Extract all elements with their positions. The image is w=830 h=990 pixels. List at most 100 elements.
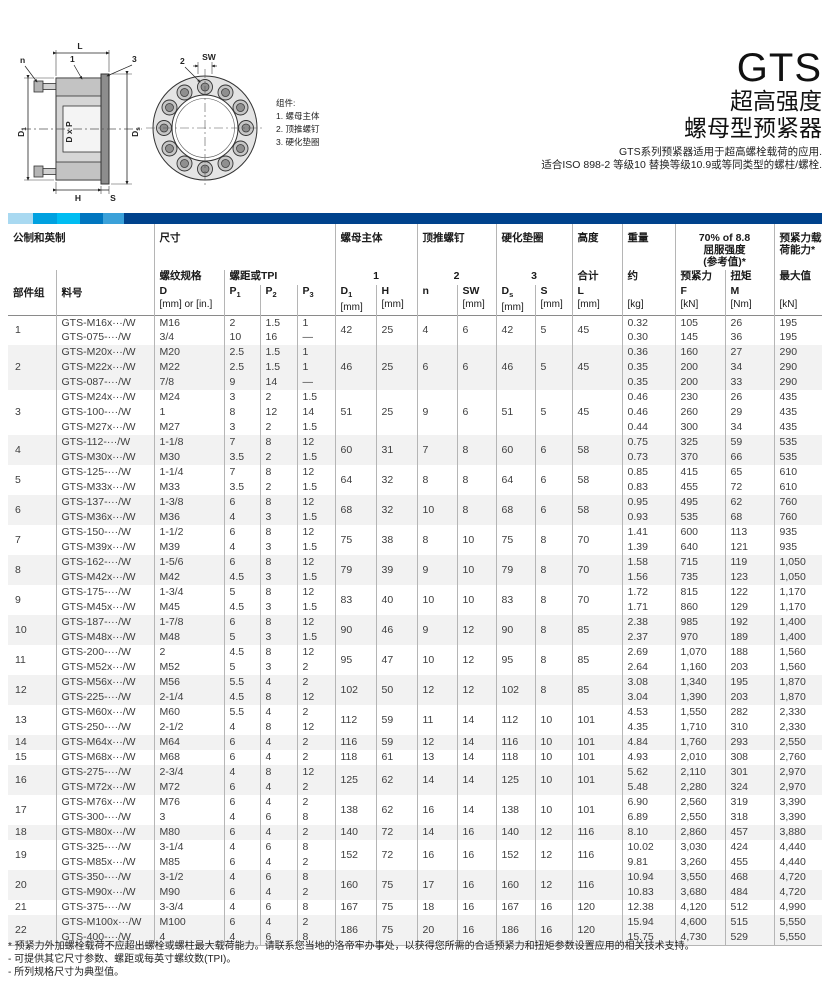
- cell-h: 38: [375, 525, 417, 555]
- cell-p2: 14: [259, 375, 297, 390]
- cell-s: 5: [534, 315, 572, 345]
- table-row: 4 GTS-112-···/W 1-1/8 7 8 12 60 31 7 8 60 6 58 0.75 32…: [8, 435, 823, 465]
- cell-part-group: 4: [8, 435, 56, 465]
- cell-s: 10: [534, 765, 572, 795]
- cell-preload-f: 495: [674, 495, 725, 510]
- cell-weight: 0.83: [621, 480, 675, 495]
- cell-thread-size: M36: [153, 510, 224, 525]
- cell-p2: 3: [259, 600, 297, 615]
- cell-max-capacity: 2,970: [773, 780, 823, 795]
- cell-s: 5: [534, 390, 572, 435]
- cell-p3: 12: [296, 555, 335, 570]
- cell-torque-m: 203: [724, 660, 775, 675]
- cell-torque-m: 318: [724, 810, 775, 825]
- cell-p3: 1.5: [296, 480, 335, 495]
- table-row: GTS-M39x···/W M39 4 3 1.5 1.39 640 121 935: [8, 540, 823, 555]
- cell-part-number: GTS-400-···/W: [55, 930, 154, 945]
- cell-l: 58: [571, 465, 622, 495]
- cell-p2: 16: [259, 330, 297, 345]
- table-row: 14 GTS-M64x···/W M64 6 4 2 116 59 12 14 116 10 101 4.…: [8, 735, 823, 750]
- table-row: 20 GTS-350-···/W 3-1/2 4 6 8 160 75 17 16 160 12 116…: [8, 870, 823, 900]
- cell-p3: 2: [296, 885, 335, 900]
- cell-weight: 10.83: [621, 885, 675, 900]
- cell-sw: 12: [456, 675, 496, 705]
- cell-d1: 51: [334, 390, 376, 435]
- cell-max-capacity: 290: [773, 375, 823, 390]
- cell-s: 8: [534, 555, 572, 585]
- cell-part-number: GTS-M52x···/W: [55, 660, 154, 675]
- cell-weight: 9.81: [621, 855, 675, 870]
- cell-l: 45: [571, 345, 622, 390]
- cell-thread-size: 2-1/4: [153, 690, 224, 705]
- cell-preload-f: 735: [674, 570, 725, 585]
- cell-thread-size: M48: [153, 630, 224, 645]
- dim-DxP-label: D x P: [64, 121, 74, 143]
- cell-h: 47: [375, 645, 417, 675]
- cell-p2: 2: [259, 420, 297, 435]
- cell-weight: 1.41: [621, 525, 675, 540]
- cell-weight: 0.46: [621, 390, 675, 405]
- cell-thread-size: 2: [153, 645, 224, 660]
- cell-max-capacity: 2,970: [773, 765, 823, 780]
- cell-p2: 8: [259, 720, 297, 735]
- cell-s: 6: [534, 465, 572, 495]
- cell-s: 8: [534, 615, 572, 645]
- cell-sw: 10: [456, 585, 496, 615]
- cell-torque-m: 66: [724, 450, 775, 465]
- cell-p1: 6: [223, 885, 260, 900]
- cell-max-capacity: 1,870: [773, 690, 823, 705]
- cell-ds: 167: [495, 900, 535, 915]
- cell-part-number: GTS-M68x···/W: [55, 750, 154, 765]
- cell-d1: 46: [334, 345, 376, 390]
- cell-p3: —: [296, 330, 335, 345]
- accent-color-band: [8, 213, 822, 224]
- cell-p3: 12: [296, 765, 335, 780]
- cell-thread-size: 2-3/4: [153, 765, 224, 780]
- cell-p3: 12: [296, 525, 335, 540]
- cell-preload-f: 860: [674, 600, 725, 615]
- table-row: GTS-100-···/W 1 8 12 14 0.46 260 29 435: [8, 405, 823, 420]
- cell-p3: 8: [296, 840, 335, 855]
- table-row: 5 GTS-125-···/W 1-1/4 7 8 12 64 32 8 8 64 6 58 0.85 41…: [8, 465, 823, 495]
- header-part-group: 部件组: [13, 286, 45, 299]
- table-row: GTS-M45x···/W M45 4.5 3 1.5 1.71 860 129 1,170: [8, 600, 823, 615]
- cell-p3: 1.5: [296, 540, 335, 555]
- cell-max-capacity: 5,550: [773, 930, 823, 945]
- cell-preload-f: 230: [674, 390, 725, 405]
- cell-weight: 0.36: [621, 345, 675, 360]
- cell-h: 59: [375, 705, 417, 735]
- cell-weight: 3.04: [621, 690, 675, 705]
- band-segment: [57, 213, 80, 224]
- cell-part-number: GTS-M64x···/W: [55, 735, 154, 750]
- dim-S-label: S: [110, 193, 116, 202]
- cell-sw: 8: [456, 465, 496, 495]
- cell-part-number: GTS-275-···/W: [55, 765, 154, 780]
- cell-weight: 4.93: [621, 750, 675, 765]
- product-description: GTS系列预紧器适用于超高螺栓载荷的应用. 适合ISO 898-2 等级10 替…: [502, 146, 822, 172]
- cell-sw: 8: [456, 435, 496, 465]
- cell-s: 12: [534, 870, 572, 900]
- table-row: 12 GTS-M56x···/W M56 5.5 4 2 102 50 12 12 102 8 85 3.…: [8, 675, 823, 705]
- cell-part-number: GTS-375-···/W: [55, 900, 154, 915]
- cell-p1: 5: [223, 660, 260, 675]
- cell-p3: 1.5: [296, 600, 335, 615]
- cell-part-number: GTS-M16x···/W: [55, 315, 154, 330]
- cell-max-capacity: 290: [773, 345, 823, 360]
- cell-l: 116: [571, 825, 622, 840]
- cell-max-capacity: 1,560: [773, 645, 823, 660]
- cell-n: 6: [416, 345, 457, 390]
- cell-torque-m: 203: [724, 690, 775, 705]
- cell-torque-m: 515: [724, 915, 775, 930]
- cell-l: 101: [571, 795, 622, 825]
- cell-ds: 64: [495, 465, 535, 495]
- cell-n: 4: [416, 315, 457, 345]
- cell-part-number: GTS-M85x···/W: [55, 855, 154, 870]
- cell-d1: 90: [334, 615, 376, 645]
- cell-weight: 2.37: [621, 630, 675, 645]
- cell-torque-m: 34: [724, 420, 775, 435]
- cell-thread-size: 1-1/8: [153, 435, 224, 450]
- cell-l: 101: [571, 750, 622, 765]
- cell-part-number: GTS-125-···/W: [55, 465, 154, 480]
- cell-l: 45: [571, 390, 622, 435]
- cell-thread-size: M80: [153, 825, 224, 840]
